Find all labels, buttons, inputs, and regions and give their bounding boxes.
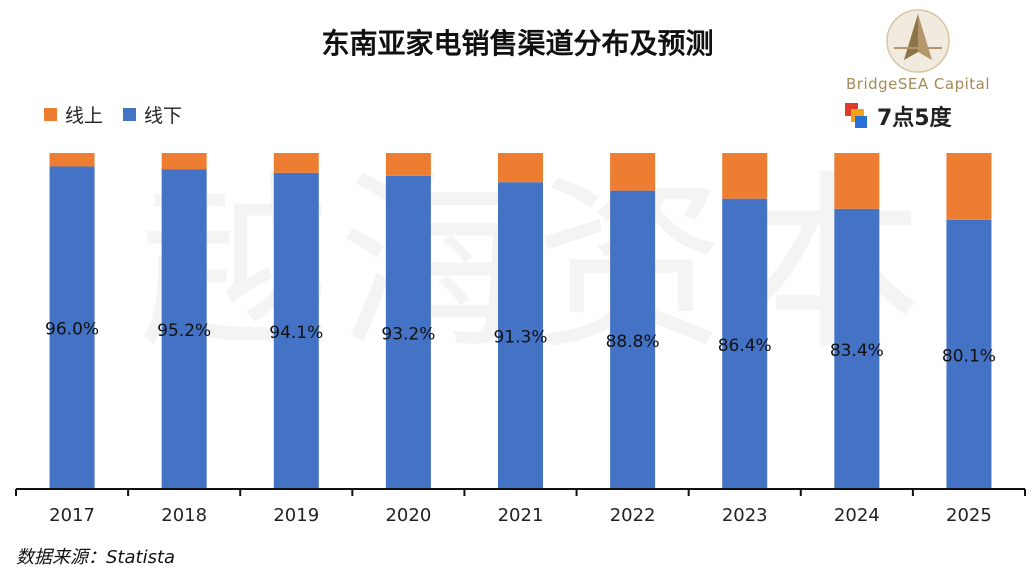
- x-tick-label-2018: 2018: [161, 505, 207, 526]
- x-tick-label-2022: 2022: [610, 505, 656, 526]
- squares-logo-icon: [845, 103, 867, 128]
- legend-label-offline: 线下: [144, 105, 183, 127]
- bar-online-2022: [610, 153, 656, 191]
- bar-online-2019: [273, 153, 319, 173]
- bar-offline-2023: [722, 198, 768, 490]
- bar-online-2020: [385, 153, 431, 176]
- x-tick-label-2025: 2025: [946, 505, 992, 526]
- bar-offline-2020: [385, 175, 431, 489]
- data-label-2019: 94.1%: [269, 323, 323, 343]
- bar-online-2025: [946, 153, 992, 220]
- data-label-2022: 88.8%: [606, 332, 660, 352]
- bar-online-2017: [49, 153, 95, 167]
- compass-logo-icon: [886, 9, 950, 73]
- bridgesea-logo: BridgeSEA Capital: [838, 8, 998, 93]
- logo-brand-text: BridgeSEA Capital: [845, 75, 991, 93]
- data-label-2023: 86.4%: [718, 336, 772, 356]
- chart-title: 东南亚家电销售渠道分布及预测: [321, 27, 714, 60]
- source-note: 数据来源：Statista: [16, 547, 176, 568]
- x-tick-label-2021: 2021: [498, 505, 544, 526]
- secondary-logo: 7点5度: [845, 100, 952, 132]
- data-label-2017: 96.0%: [45, 320, 99, 340]
- legend-item-online: 线上: [44, 101, 103, 128]
- bar-offline-2025: [946, 219, 992, 489]
- data-label-2021: 91.3%: [493, 328, 547, 348]
- legend-label-online: 线上: [65, 105, 104, 127]
- bar-online-2024: [834, 153, 880, 209]
- data-label-2018: 95.2%: [157, 321, 211, 341]
- legend-item-offline: 线下: [123, 101, 182, 128]
- bar-offline-2019: [273, 172, 319, 489]
- x-tick-label-2024: 2024: [834, 505, 880, 526]
- x-tick-label-2017: 2017: [49, 505, 95, 526]
- bar-offline-2021: [498, 182, 543, 489]
- data-label-2025: 80.1%: [942, 346, 996, 366]
- bar-online-2021: [498, 153, 543, 183]
- legend-swatch-online: [44, 108, 57, 121]
- x-tick-label-2019: 2019: [273, 505, 319, 526]
- data-label-2020: 93.2%: [381, 324, 435, 344]
- data-label-2024: 83.4%: [830, 341, 884, 361]
- legend: 线上 线下: [44, 101, 182, 128]
- bar-group: [49, 153, 992, 490]
- x-tick-label-2023: 2023: [722, 505, 768, 526]
- bar-offline-2024: [834, 208, 880, 489]
- x-tick-label-2020: 2020: [385, 505, 431, 526]
- x-axis: 2017 2018 2019 2020 2021 2022 2023 2024 2025: [15, 488, 1026, 526]
- bar-offline-2022: [610, 190, 656, 489]
- data-label-group: 96.0% 95.2% 94.1% 93.2% 91.3% 88.8% 86.4% 83.4%…: [45, 320, 996, 367]
- bar-offline-2018: [161, 169, 207, 490]
- bar-online-2018: [161, 153, 207, 170]
- secondary-logo-text: 7点5度: [877, 106, 952, 131]
- bar-online-2023: [722, 153, 768, 199]
- bar-offline-2017: [49, 166, 95, 489]
- legend-swatch-offline: [123, 108, 137, 121]
